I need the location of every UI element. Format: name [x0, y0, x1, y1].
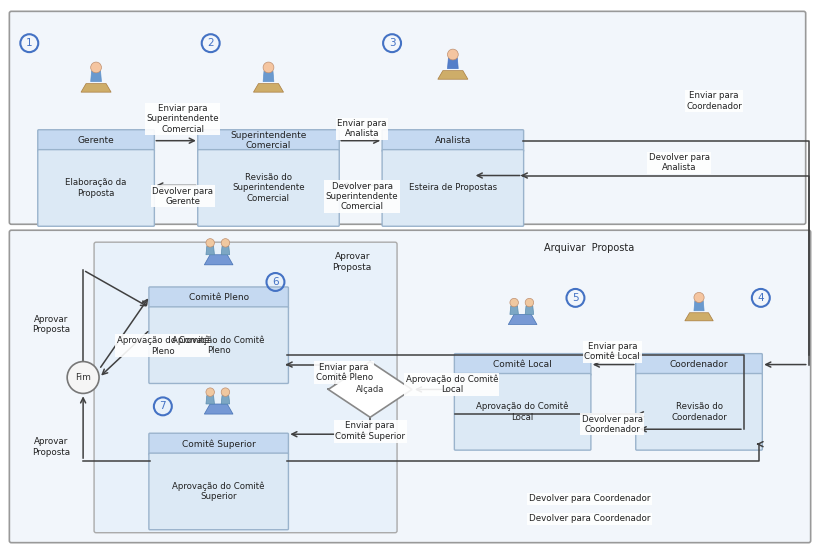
Text: Aprovação do Comitê
Superior: Aprovação do Comitê Superior [172, 482, 265, 501]
Text: Analista: Analista [435, 136, 471, 145]
Text: Aprovação do Comitê
Pleno: Aprovação do Comitê Pleno [116, 336, 209, 356]
Text: 7: 7 [159, 401, 166, 411]
Polygon shape [205, 255, 233, 265]
Circle shape [526, 299, 534, 307]
FancyBboxPatch shape [9, 11, 806, 224]
Circle shape [206, 239, 214, 247]
Text: Revisão do
Superintendente
Comercial: Revisão do Superintendente Comercial [232, 173, 304, 203]
Text: Esteira de Propostas: Esteira de Propostas [409, 184, 497, 193]
Text: Elaboração da
Proposta: Elaboração da Proposta [65, 178, 127, 198]
FancyBboxPatch shape [455, 374, 591, 450]
FancyBboxPatch shape [198, 130, 339, 152]
Text: Comitê Local: Comitê Local [493, 360, 552, 369]
Polygon shape [253, 84, 284, 92]
FancyBboxPatch shape [636, 354, 762, 376]
FancyBboxPatch shape [455, 354, 591, 376]
Text: Devolver para
Superintendente
Comercial: Devolver para Superintendente Comercial [326, 181, 398, 211]
Polygon shape [221, 246, 229, 255]
Circle shape [221, 239, 229, 247]
Text: Devolver para Coordenador: Devolver para Coordenador [529, 514, 650, 523]
Text: Enviar para
Analista: Enviar para Analista [337, 119, 387, 138]
Polygon shape [206, 246, 214, 255]
Text: 6: 6 [272, 277, 279, 287]
Polygon shape [526, 306, 534, 315]
Polygon shape [263, 71, 274, 82]
Text: Enviar para
Comitê Superior: Enviar para Comitê Superior [335, 421, 405, 441]
Text: Arquivar  Proposta: Arquivar Proposta [544, 243, 634, 253]
Text: Aprovar
Proposta: Aprovar Proposta [32, 437, 70, 457]
Text: Superintendente
Comercial: Superintendente Comercial [230, 131, 307, 150]
Circle shape [694, 292, 704, 302]
Text: Devolver para Coordenador: Devolver para Coordenador [529, 495, 650, 503]
Text: 3: 3 [389, 38, 395, 48]
Text: Comitê Pleno: Comitê Pleno [189, 294, 248, 302]
FancyBboxPatch shape [382, 150, 524, 226]
Text: 1: 1 [26, 38, 33, 48]
Polygon shape [510, 306, 518, 315]
Text: Fim: Fim [75, 373, 91, 382]
Text: Enviar para
Comitê Local: Enviar para Comitê Local [584, 342, 640, 361]
Text: Coordenador: Coordenador [670, 360, 728, 369]
Polygon shape [206, 396, 214, 404]
FancyBboxPatch shape [38, 150, 154, 226]
Text: Gerente: Gerente [78, 136, 115, 145]
Text: Devolver para
Gerente: Devolver para Gerente [153, 186, 214, 206]
FancyBboxPatch shape [382, 130, 524, 152]
FancyBboxPatch shape [198, 150, 339, 226]
Text: Alçada: Alçada [356, 385, 384, 394]
FancyBboxPatch shape [148, 433, 289, 455]
Text: Aprovação do Comitê
Local: Aprovação do Comitê Local [476, 402, 569, 422]
Polygon shape [91, 71, 101, 82]
Circle shape [221, 388, 229, 396]
Text: Comitê Superior: Comitê Superior [182, 440, 256, 449]
Text: Aprovar
Proposta: Aprovar Proposta [332, 253, 372, 272]
FancyBboxPatch shape [148, 453, 289, 529]
Polygon shape [328, 361, 412, 417]
Text: Revisão do
Coordenador: Revisão do Coordenador [672, 402, 727, 422]
Text: 2: 2 [207, 38, 214, 48]
FancyBboxPatch shape [94, 242, 397, 533]
FancyBboxPatch shape [38, 130, 154, 152]
Circle shape [67, 361, 99, 393]
Polygon shape [685, 312, 714, 321]
FancyBboxPatch shape [9, 230, 811, 543]
FancyBboxPatch shape [148, 307, 289, 384]
Circle shape [206, 388, 214, 396]
Text: Aprovação do Comitê
Pleno: Aprovação do Comitê Pleno [172, 335, 265, 355]
Text: Aprovar
Proposta: Aprovar Proposta [32, 315, 70, 335]
Text: Aprovação do Comitê
Local: Aprovação do Comitê Local [406, 375, 498, 395]
Text: Devolver para
Analista: Devolver para Analista [648, 153, 710, 172]
Text: Enviar para
Superintendente
Comercial: Enviar para Superintendente Comercial [147, 104, 219, 134]
Text: Devolver para
Coordenador: Devolver para Coordenador [582, 415, 643, 434]
Polygon shape [438, 70, 468, 79]
Circle shape [263, 62, 274, 73]
Polygon shape [205, 404, 233, 414]
Polygon shape [81, 84, 111, 92]
Text: Enviar para
Coordenador: Enviar para Coordenador [686, 91, 742, 110]
Text: 5: 5 [572, 293, 579, 303]
Circle shape [91, 62, 101, 73]
Polygon shape [447, 58, 458, 69]
Text: 4: 4 [757, 293, 764, 303]
Text: Enviar para
Comitê Pleno: Enviar para Comitê Pleno [316, 363, 373, 382]
Polygon shape [508, 315, 537, 325]
Circle shape [510, 299, 518, 307]
Polygon shape [221, 396, 229, 404]
FancyBboxPatch shape [148, 287, 289, 309]
Polygon shape [694, 301, 704, 311]
Circle shape [447, 49, 458, 60]
FancyBboxPatch shape [636, 374, 762, 450]
